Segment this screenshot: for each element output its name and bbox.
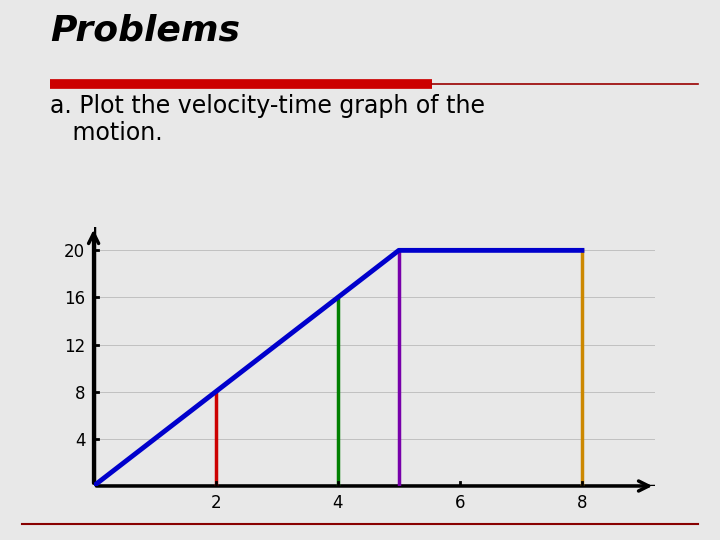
Text: Problems: Problems — [50, 14, 240, 48]
Text: a. Plot the velocity-time graph of the: a. Plot the velocity-time graph of the — [50, 94, 485, 118]
Text: motion.: motion. — [50, 122, 163, 145]
